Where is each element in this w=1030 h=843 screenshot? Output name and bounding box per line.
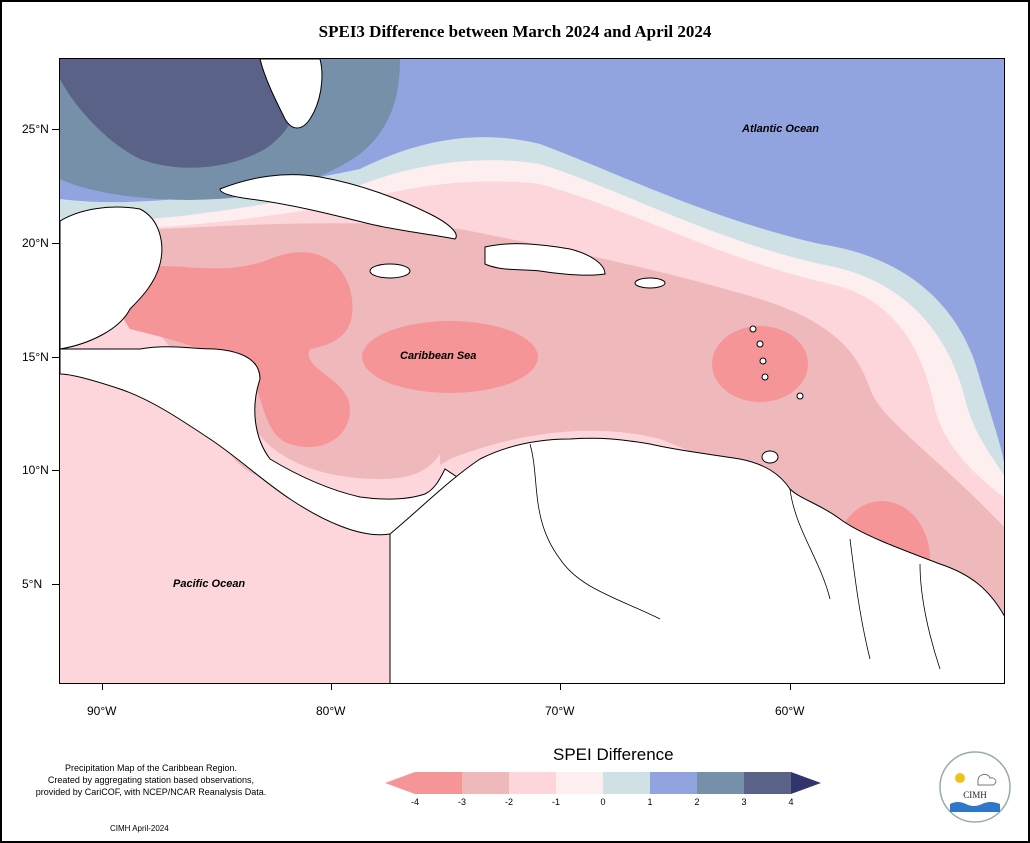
- lon-tick-90: [102, 684, 103, 690]
- lat-label-10: 10°N: [22, 463, 49, 477]
- legend-bin-7: [744, 772, 791, 794]
- lat-label-15: 15°N: [22, 350, 49, 364]
- border-suriname: [849, 538, 871, 660]
- credit-line-2: Created by aggregating station based obs…: [47, 775, 255, 785]
- zone-strong-negative-west: [118, 252, 353, 448]
- legend-tick-7: 3: [741, 797, 747, 807]
- lon-label-70: 70°W: [545, 704, 575, 718]
- land-antilles-3: [759, 357, 767, 365]
- credit-text: Precipitation Map of the Caribbean Regio…: [10, 762, 292, 798]
- lat-label-25: 25°N: [22, 122, 49, 136]
- land-jamaica: [369, 263, 411, 279]
- lat-label-5: 5°N: [22, 577, 43, 591]
- lon-tick-80: [331, 684, 332, 690]
- credit-line-1: Precipitation Map of the Caribbean Regio…: [64, 763, 238, 773]
- lon-tick-70: [560, 684, 561, 690]
- border-guyana: [789, 488, 831, 600]
- land-central-america: [60, 346, 461, 536]
- cimh-logo: CIMH: [939, 751, 1011, 823]
- legend-bin-5: [650, 772, 697, 794]
- lat-tick-25: [52, 129, 59, 130]
- land-antilles-4: [761, 373, 769, 381]
- lon-label-90: 90°W: [87, 704, 117, 718]
- legend-bin-4: [603, 772, 650, 794]
- legend-tick-2: -2: [504, 797, 513, 807]
- border-french-guiana: [919, 563, 941, 670]
- legend-tick-5: 1: [647, 797, 653, 807]
- borders-group: [529, 443, 941, 670]
- logo-cloud-icon: [977, 773, 997, 786]
- lat-tick-15: [52, 357, 59, 358]
- legend-arrow-low: [385, 772, 415, 794]
- label-atlantic-ocean: Atlantic Ocean: [742, 123, 820, 135]
- legend-arrow-high: [791, 772, 821, 794]
- legend-tick-6: 2: [694, 797, 700, 807]
- legend-tick-8: 4: [788, 797, 794, 807]
- legend-tick-3: -1: [551, 797, 560, 807]
- land-antilles-2: [756, 340, 764, 348]
- lon-tick-60: [790, 684, 791, 690]
- logo-wave-icon: [950, 802, 1000, 812]
- land-trinidad: [761, 450, 779, 464]
- legend-bin-0: [415, 772, 462, 794]
- zone-strong-negative-antilles: [712, 326, 808, 402]
- label-caribbean-sea: Caribbean Sea: [400, 350, 477, 362]
- date-note: CIMH April-2024: [110, 824, 169, 833]
- logo-sun-icon: [955, 773, 965, 783]
- map-title: SPEI3 Difference between March 2024 and …: [318, 22, 712, 41]
- lat-tick-20: [52, 243, 59, 244]
- land-group: [60, 59, 1004, 683]
- legend-colorbar: [385, 772, 821, 794]
- lon-label-60: 60°W: [775, 704, 805, 718]
- zone-strong-negative-caribbean: [362, 321, 538, 393]
- map-area: [59, 58, 1005, 684]
- legend-bin-6: [697, 772, 744, 794]
- lat-tick-5: [52, 584, 59, 585]
- logo-text: CIMH: [963, 790, 987, 800]
- legend-bin-2: [509, 772, 556, 794]
- lat-label-20: 20°N: [22, 236, 49, 250]
- legend-title: SPEI Difference: [553, 745, 674, 764]
- land-south-america: [389, 437, 1004, 683]
- land-antilles-1: [749, 325, 757, 333]
- land-hispaniola: [484, 243, 606, 276]
- land-antilles-5: [796, 392, 804, 400]
- legend-tick-4: 0: [600, 797, 606, 807]
- land-florida: [259, 59, 323, 129]
- border-colombia-venezuela: [529, 443, 661, 620]
- legend-tick-1: -3: [457, 797, 466, 807]
- label-pacific-ocean: Pacific Ocean: [173, 578, 246, 590]
- legend-tick-0: -4: [410, 797, 419, 807]
- land-cuba: [219, 174, 457, 240]
- legend-bin-3: [556, 772, 603, 794]
- map-svg: [60, 59, 1004, 683]
- lat-tick-10: [52, 470, 59, 471]
- land-puerto-rico: [634, 277, 666, 289]
- credit-line-3: provided by CariCOF, with NCEP/NCAR Rean…: [35, 787, 267, 797]
- lon-label-80: 80°W: [316, 704, 346, 718]
- zone-gulf-dark: [60, 59, 302, 168]
- land-yucatan: [60, 206, 163, 350]
- legend-bin-1: [462, 772, 509, 794]
